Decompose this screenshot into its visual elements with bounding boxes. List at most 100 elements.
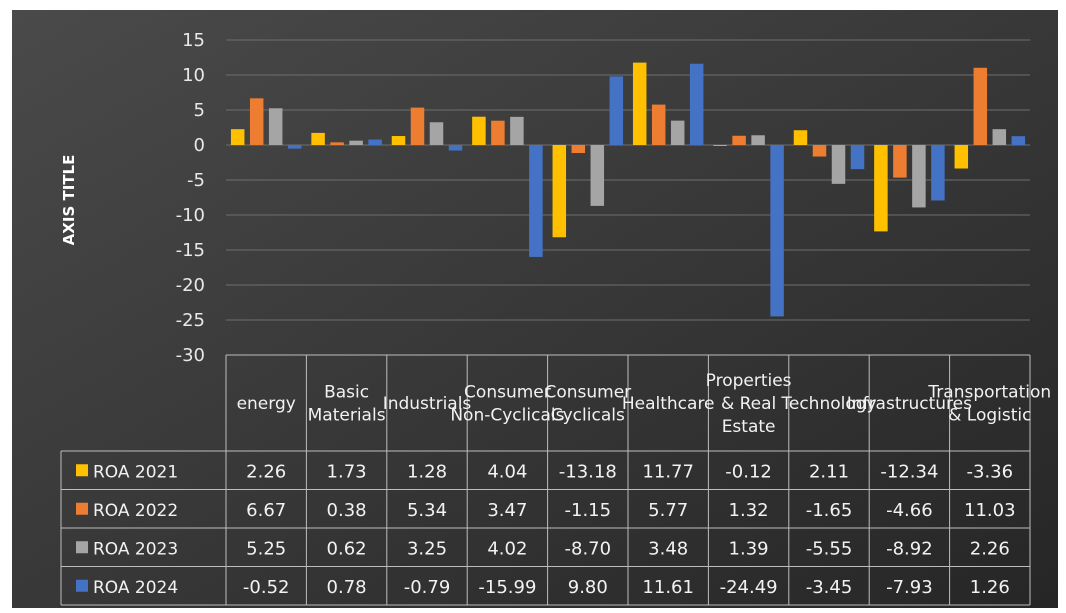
bar [954,145,969,169]
category-label: Materials [308,406,386,426]
data-value: -12.34 [880,461,938,482]
legend-key [76,579,88,592]
bar [912,145,926,208]
data-value: 1.28 [407,461,447,482]
data-value: 1.39 [729,538,769,559]
data-value: -1.15 [565,500,612,521]
data-value: -4.66 [886,500,933,521]
bar [609,76,624,145]
series-name: ROA 2024 [93,578,178,598]
y-tick-label: 5 [194,100,205,121]
data-value: 5.25 [246,538,286,559]
bar [529,145,543,257]
bar [670,120,685,145]
data-value: -7.93 [886,577,933,598]
bar [831,145,846,184]
data-value: -13.18 [559,461,617,482]
data-value: 0.38 [327,500,367,521]
data-value: 11.03 [964,500,1016,521]
bar [429,122,444,145]
data-value: 3.48 [648,538,688,559]
category-label: & Real [721,394,776,414]
category-label: Properties [706,371,792,391]
bar [311,132,325,145]
legend-key [76,502,88,515]
category-label: Technology [780,394,876,414]
category-label: & Logistic [948,406,1031,426]
data-value: 2.26 [970,538,1010,559]
data-value: 9.80 [568,577,608,598]
category-label: Industrials [383,394,472,414]
bar [552,145,567,238]
bar [793,130,808,145]
data-value: 11.77 [642,461,694,482]
category-label: Non-Cyclicals [450,406,564,426]
category-label: Basic [324,383,369,403]
bar [992,129,1007,145]
bar [893,145,907,178]
data-value: 2.11 [809,461,849,482]
y-tick-label: -5 [187,170,205,191]
data-value: -8.70 [565,538,612,559]
category-label: Estate [722,417,776,437]
data-value: 3.47 [487,500,527,521]
data-value: 1.26 [970,577,1010,598]
y-tick-label: -30 [176,345,205,366]
category-label: Healthcare [622,394,715,414]
series-name: ROA 2023 [93,539,178,559]
data-value: -5.55 [806,538,853,559]
bar-series [230,62,1026,317]
bar [770,145,784,317]
series-name: ROA 2021 [93,462,178,482]
data-value: -3.45 [806,577,853,598]
bar [268,108,283,145]
bar [713,145,727,146]
category-label: energy [237,394,296,414]
bar [812,145,827,157]
bar [751,135,765,145]
bar [850,145,865,170]
data-value: 1.73 [327,461,367,482]
category-label: Consumer [464,383,551,403]
data-value: 4.02 [487,538,527,559]
data-value: 4.04 [487,461,527,482]
legend-key [76,464,88,477]
data-value: 5.77 [648,500,688,521]
data-value: 2.26 [246,461,286,482]
legend-key [76,541,88,554]
y-tick-label: -10 [176,205,205,226]
bar [1011,136,1026,145]
data-value: 1.32 [729,500,769,521]
bar [651,104,666,145]
category-label: Transportation [927,383,1051,403]
y-tick-label: -15 [176,240,205,261]
bar [368,139,382,145]
data-value: -1.65 [806,500,853,521]
bar [287,145,302,149]
data-value: 11.61 [642,577,694,598]
data-value: 0.78 [327,577,367,598]
bar [448,145,463,151]
data-value: -0.52 [243,577,290,598]
y-tick-label: -20 [176,275,205,296]
bar [249,98,264,145]
bar [349,140,363,145]
bar [330,142,344,145]
data-value: -24.49 [720,577,778,598]
category-label: Cyclicals [551,406,625,426]
y-axis-ticks: 15 10 5 0 -5 -10 -15 -20 -25 -30 [176,30,205,366]
data-value: 3.25 [407,538,447,559]
data-value: -15.99 [478,577,536,598]
series-name: ROA 2022 [93,501,178,521]
bar [973,67,988,145]
y-tick-label: 10 [182,65,205,86]
bar [410,107,425,145]
data-value: 0.62 [327,538,367,559]
bar [732,135,746,145]
data-value: -0.12 [725,461,772,482]
y-tick-label: 0 [194,135,205,156]
category-label: Infrastructures [847,394,972,414]
y-axis-title: AXIS TITLE [60,155,78,246]
